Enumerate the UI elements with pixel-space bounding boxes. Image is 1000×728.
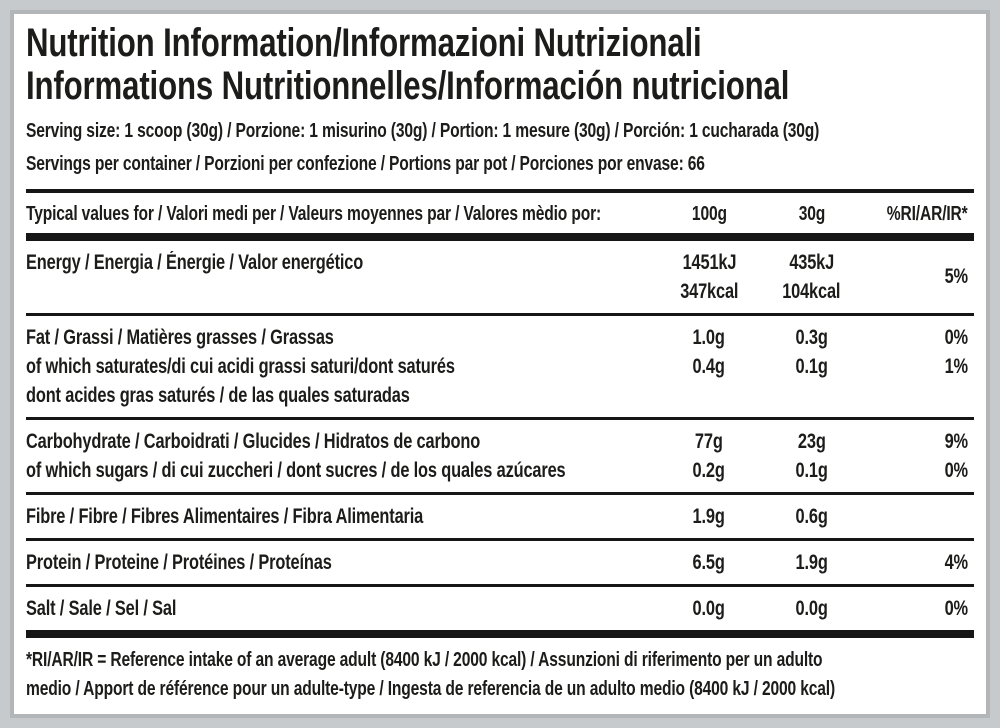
row-fibre: Fibre / Fibre / Fibres Alimentaires / Fi… (26, 495, 974, 538)
table-row: Fibre / Fibre / Fibres Alimentaires / Fi… (26, 505, 828, 528)
table-row: Protein / Proteine / Protéines / Proteín… (26, 551, 968, 574)
table-row: Carbohydrate / Carboidrati / Glucides / … (26, 430, 968, 453)
nutrition-label: Nutrition Information/Informazioni Nutri… (10, 10, 990, 718)
divider (26, 492, 974, 495)
column-header-30g: 30g (798, 203, 825, 225)
serving-size-line: Serving size: 1 scoop (30g) / Porzione: … (26, 120, 820, 142)
energy-value-100g: 1451kJ 347kcal (679, 251, 739, 303)
table-header-row: Typical values for / Valori medi per / V… (26, 193, 974, 233)
title-line-1: Nutrition Information/Informazioni Nutri… (26, 21, 702, 65)
divider (26, 538, 974, 541)
table-row: Salt / Sale / Sel / Sal 0.0g 0.0g 0% (26, 597, 968, 620)
divider-top (26, 189, 974, 193)
divider (26, 417, 974, 420)
divider-bottom (26, 630, 974, 638)
reference-intake-footnote: *RI/AR/IR = Reference intake of an avera… (26, 646, 974, 704)
column-header-ri: %RI/AR/IR* (887, 203, 968, 225)
energy-ri-value: 5% (944, 265, 969, 288)
table-row: Fat / Grassi / Matières grasses / Grassa… (26, 326, 968, 349)
divider-header (26, 233, 974, 241)
table-row: of which sugars / di cui zuccheri / dont… (26, 459, 968, 482)
servings-per-container-line: Servings per container / Porzioni per co… (26, 153, 705, 175)
footnote-line-1: *RI/AR/IR = Reference intake of an avera… (26, 649, 823, 671)
table-row: dont acides gras saturés / de las quales… (26, 384, 410, 407)
divider (26, 313, 974, 316)
row-carbohydrate: Carbohydrate / Carboidrati / Glucides / … (26, 420, 974, 492)
footnote-line-2: medio / Apport de référence pour un adul… (26, 678, 835, 700)
table-row: of which saturates/di cui acidi grassi s… (26, 355, 968, 378)
row-energy: Energy / Energia / Énergie / Valor energ… (26, 241, 974, 313)
label-title: Nutrition Information/Informazioni Nutri… (26, 22, 974, 108)
title-line-2: Informations Nutritionnelles/Información… (26, 64, 790, 108)
row-protein: Protein / Proteine / Protéines / Proteín… (26, 541, 974, 584)
energy-label: Energy / Energia / Énergie / Valor energ… (26, 251, 364, 274)
column-header-100g: 100g (691, 203, 727, 225)
energy-value-30g: 435kJ 104kcal (782, 251, 841, 303)
header-typical-values: Typical values for / Valori medi per / V… (26, 203, 602, 225)
row-salt: Salt / Sale / Sel / Sal 0.0g 0.0g 0% (26, 587, 974, 630)
divider (26, 584, 974, 587)
row-fat: Fat / Grassi / Matières grasses / Grassa… (26, 316, 974, 417)
